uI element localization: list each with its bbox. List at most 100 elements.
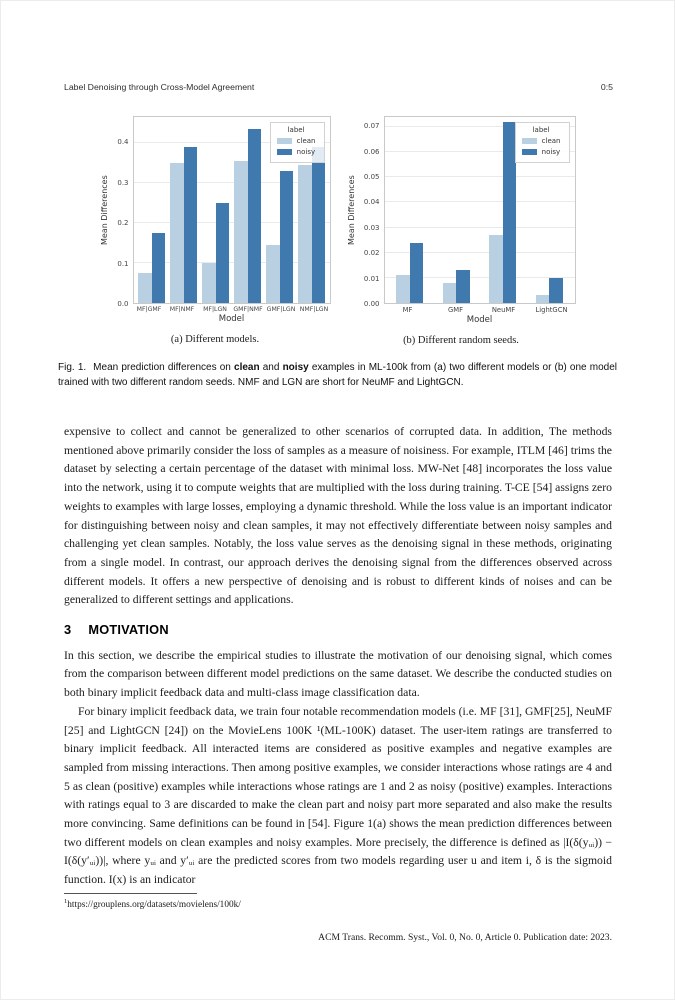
- bar-noisy: [279, 171, 294, 303]
- paragraph: For binary implicit feedback data, we tr…: [64, 704, 612, 887]
- chart-row: 0.0 0.1 0.2 0.3 0.4 label clean noisy: [109, 116, 331, 308]
- body-text: expensive to collect and cannot be gener…: [64, 423, 612, 890]
- legend-swatch-noisy: [276, 149, 292, 155]
- bar-noisy: [151, 233, 166, 303]
- x-axis-label: Model: [466, 315, 493, 325]
- legend-swatch-clean: [521, 138, 537, 144]
- bar-group-LightGCN: [526, 117, 573, 303]
- paragraph: expensive to collect and cannot be gener…: [64, 425, 612, 607]
- footnote-url[interactable]: https://grouplens.org/datasets/movielens…: [67, 900, 241, 911]
- legend-label: noisy: [296, 148, 316, 156]
- y-axis: 0.0 0.1 0.2 0.3 0.4: [109, 116, 133, 308]
- y-tick-label: 0.00: [363, 300, 380, 308]
- y-tick-label: 0.3: [117, 178, 129, 187]
- bar-noisy: [311, 147, 326, 303]
- y-tick-label: 0.0: [117, 300, 129, 308]
- y-tick-label: 0.2: [117, 219, 129, 228]
- x-tick-label: MF: [402, 306, 413, 314]
- x-tick-label: LightGCN: [535, 306, 568, 314]
- y-axis-label: Mean Differences: [346, 175, 356, 245]
- header-title: Label Denoising through Cross-Model Agre…: [64, 82, 255, 92]
- footnote: 1https://grouplens.org/datasets/movielen…: [64, 893, 612, 910]
- legend-title: label: [287, 126, 305, 134]
- bar-clean: [169, 163, 184, 303]
- bar-clean: [265, 245, 280, 303]
- bar-clean: [233, 161, 248, 303]
- bar-noisy: [456, 270, 470, 303]
- bar-clean: [442, 282, 457, 303]
- x-tick-labels: MF|GMF MF|NMF MF|LGN GMF|NMF GMF|LGN NMF|LGN: [133, 306, 331, 313]
- y-axis: 0.00 0.01 0.02 0.03 0.04 0.05 0.06 0.07: [356, 116, 384, 308]
- gridline: [133, 182, 330, 183]
- bar-group-MF: [387, 117, 434, 303]
- bar-clean: [137, 273, 152, 303]
- gridline: [384, 126, 575, 128]
- y-tick-label: 0.07: [363, 122, 380, 131]
- header-page-number: 0:5: [600, 82, 613, 92]
- caption-label: Fig. 1.: [58, 362, 87, 373]
- legend-swatch-clean: [276, 138, 292, 144]
- bar-clean: [535, 295, 550, 303]
- figure-caption: Fig. 1. Mean prediction differences on cl…: [58, 361, 617, 391]
- bar-group-MF|NMF: [168, 117, 200, 303]
- x-tick-label: GMF|NMF: [233, 306, 263, 313]
- y-axis-label: Mean Differences: [99, 175, 109, 245]
- subfigure-b: Mean Differences 0.00 0.01 0.02 0.03 0.04 0.05…: [347, 116, 576, 346]
- caption-text: Mean prediction differences on: [93, 362, 235, 373]
- gridline: [384, 276, 575, 278]
- chart-main: 0.00 0.01 0.02 0.03 0.04 0.05 0.06 0.07 label cle…: [356, 116, 576, 325]
- legend-entry-clean: clean: [521, 137, 561, 145]
- x-tick-label: MF|NMF: [169, 306, 195, 313]
- gridline: [133, 262, 330, 263]
- legend: label clean noisy: [514, 122, 570, 163]
- chart-different-random-seeds: Mean Differences 0.00 0.01 0.02 0.03 0.04 0.05…: [347, 116, 576, 325]
- y-tick-label: 0.4: [117, 138, 129, 147]
- caption-bold-clean: clean: [234, 362, 260, 373]
- y-tick-label: 0.03: [363, 223, 380, 232]
- bar-clean: [396, 275, 410, 303]
- bar-noisy: [215, 203, 230, 303]
- section-number: 3: [64, 622, 72, 638]
- gridline: [384, 251, 575, 253]
- bar-clean: [489, 235, 503, 303]
- caption-text: examples in ML-100k from (a) two differe…: [58, 362, 617, 388]
- legend-label: clean: [541, 137, 561, 145]
- bar-clean: [297, 165, 312, 303]
- bar-groups: [385, 117, 575, 303]
- bar-group-MF|GMF: [136, 117, 168, 303]
- caption-text: and: [259, 362, 283, 373]
- x-tick-label: NMF|LGN: [299, 306, 329, 313]
- bar-group-NeuMF: [480, 117, 527, 303]
- legend-swatch-noisy: [521, 149, 537, 155]
- x-tick-label: MF|LGN: [203, 306, 227, 313]
- y-tick-label: 0.04: [363, 198, 380, 207]
- chart-different-models: Mean Differences 0.0 0.1 0.2 0.3 0.4 label clea…: [100, 116, 331, 324]
- bar-noisy: [247, 129, 262, 303]
- bar-groups: [134, 117, 330, 303]
- section-heading: 3 MOTIVATION: [64, 621, 612, 640]
- y-tick-label: 0.01: [363, 274, 380, 283]
- bar-group-GMF|LGN: [264, 117, 296, 303]
- plot-area: label clean noisy: [132, 116, 331, 304]
- page-footer: ACM Trans. Recomm. Syst., Vol. 0, No. 0,…: [318, 932, 612, 943]
- bar-group-MF|LGN: [200, 117, 232, 303]
- gridline: [384, 226, 575, 228]
- subcaption-b: (b) Different random seeds.: [403, 335, 519, 346]
- section-title: MOTIVATION: [88, 622, 169, 638]
- running-header: Label Denoising through Cross-Model Agre…: [64, 82, 613, 92]
- gridline: [133, 142, 330, 143]
- bar-noisy: [183, 147, 198, 303]
- gridline: [384, 151, 575, 153]
- bar-noisy: [409, 242, 424, 303]
- bar-group-NMF|LGN: [296, 117, 328, 303]
- bar-noisy: [549, 277, 563, 303]
- bar-group-GMF: [433, 117, 480, 303]
- chart-row: 0.00 0.01 0.02 0.03 0.04 0.05 0.06 0.07 label cle…: [356, 116, 576, 308]
- x-tick-label: MF|GMF: [136, 306, 162, 313]
- footnote-rule: [64, 893, 197, 894]
- subfigure-a: Mean Differences 0.0 0.1 0.2 0.3 0.4 label clea…: [100, 116, 331, 346]
- legend-entry-clean: clean: [276, 137, 316, 145]
- y-tick-label: 0.06: [363, 147, 380, 156]
- legend-title: label: [532, 126, 550, 134]
